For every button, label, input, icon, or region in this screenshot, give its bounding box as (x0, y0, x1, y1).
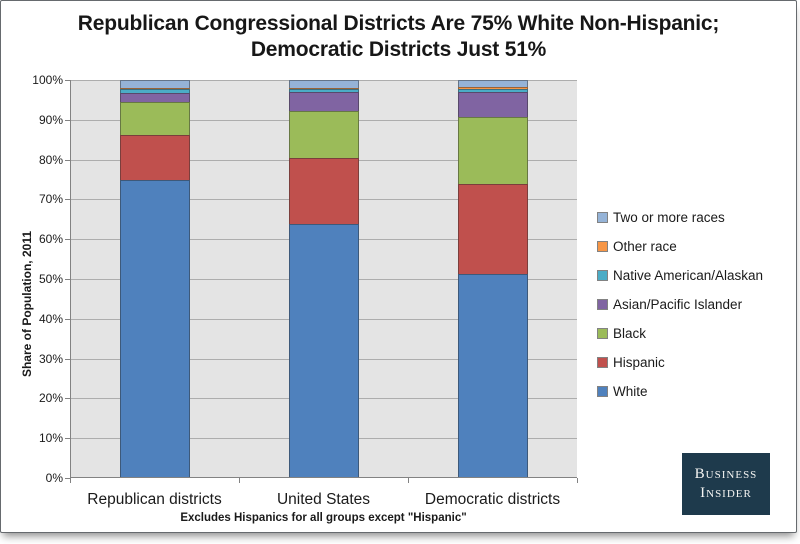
legend-swatch-icon (597, 241, 608, 252)
x-category-label-2: United States (276, 491, 371, 508)
bar-segment-other-race (119, 87, 190, 89)
y-tick-label-80%: 80% (38, 152, 63, 167)
bar-segment-hispanic (119, 134, 190, 180)
logo-text-line2: Insider (700, 485, 752, 501)
legend-swatch-icon (597, 299, 608, 310)
y-tick-mark (65, 279, 70, 280)
bar-segment-black (457, 117, 528, 185)
y-tick-label-10%: 10% (38, 431, 63, 446)
legend-label: Hispanic (613, 355, 665, 370)
bar-segment-two-or-more-races (288, 80, 359, 88)
legend-swatch-icon (597, 386, 608, 397)
legend-item-white: White (597, 377, 763, 406)
legend: Two or more races Other race Native Americ… (597, 203, 763, 406)
y-axis-line (70, 80, 71, 478)
legend-swatch-icon (597, 270, 608, 281)
bar-segment-asian-pacific-islander (288, 91, 359, 111)
bar-segment-hispanic (288, 158, 359, 225)
legend-label: Other race (613, 239, 677, 254)
bar-segment-white (288, 224, 359, 478)
stacked-bar-united-states (288, 80, 359, 478)
x-axis-tick-mark (70, 478, 71, 483)
legend-label: White (613, 384, 648, 399)
y-tick-mark (65, 80, 70, 81)
chart-title: Republican Congressional Districts Are 7… (0, 11, 797, 63)
business-insider-logo: Business Insider (682, 453, 770, 515)
y-tick-label-0%: 0% (45, 471, 63, 485)
bar-segment-black (288, 110, 359, 159)
bar-segment-two-or-more-races (457, 80, 528, 88)
legend-swatch-icon (597, 212, 608, 223)
x-axis-tick-mark (239, 478, 240, 483)
legend-item-black: Black (597, 319, 763, 348)
x-axis-tick-mark (408, 478, 409, 483)
y-tick-label-20%: 20% (38, 391, 63, 406)
y-tick-mark (65, 478, 70, 479)
y-tick-mark (65, 438, 70, 440)
bar-segment-white (457, 274, 528, 478)
legend-label: Asian/Pacific Islander (613, 297, 743, 312)
footnote: Excludes Hispanics for all groups except… (180, 512, 467, 524)
x-axis-tick-mark (577, 478, 578, 483)
y-tick-mark (65, 358, 70, 360)
plot-area (70, 80, 577, 478)
y-tick-mark (65, 239, 70, 241)
y-tick-label-100%: 100% (32, 73, 63, 87)
y-tick-label-50%: 50% (38, 272, 63, 286)
y-tick-mark (65, 199, 70, 201)
legend-item-hispanic: Hispanic (597, 348, 763, 377)
bar-segment-native-american-alaskan (119, 88, 190, 94)
legend-swatch-icon (597, 328, 608, 339)
x-category-label-3: Democratic districts (424, 491, 561, 508)
bar-segment-asian-pacific-islander (119, 93, 190, 102)
bar-segment-white (119, 179, 190, 478)
legend-label: Black (613, 326, 647, 341)
logo-text-line1: Business (694, 466, 758, 482)
gridline-0% (70, 477, 577, 478)
y-tick-mark (65, 318, 70, 320)
legend-item-other-race: Other race (597, 232, 763, 261)
legend-item-asian-pacific-islander: Asian/Pacific Islander (597, 290, 763, 319)
chart-title-line1: Republican Congressional Districts Are 7… (77, 12, 720, 35)
bar-segment-hispanic (457, 184, 528, 275)
y-tick-mark (65, 398, 70, 400)
bar-segment-native-american-alaskan (288, 88, 359, 92)
y-tick-label-90%: 90% (38, 112, 63, 127)
bar-segment-asian-pacific-islander (457, 91, 528, 118)
legend-label: Two or more races (613, 210, 725, 225)
legend-swatch-icon (597, 357, 608, 368)
bar-segment-two-or-more-races (119, 80, 190, 88)
y-tick-label-70%: 70% (38, 192, 63, 207)
bar-segment-native-american-alaskan (457, 88, 528, 92)
bar-segment-black (119, 101, 190, 135)
stacked-bar-republican-districts (119, 80, 190, 478)
y-tick-label-30%: 30% (38, 351, 63, 366)
legend-item-native-american-alaskan: Native American/Alaskan (597, 261, 763, 290)
legend-label: Native American/Alaskan (613, 268, 764, 283)
bar-segment-other-race (288, 87, 359, 89)
chart-title-line2: Democratic Districts Just 51% (250, 38, 547, 61)
y-tick-mark (65, 119, 70, 121)
stacked-bar-democratic-districts (457, 80, 528, 478)
y-tick-label-60%: 60% (38, 232, 63, 247)
y-tick-label-40%: 40% (38, 311, 63, 326)
y-axis-title: Share of Population, 2011 (20, 230, 34, 378)
bar-segment-other-race (457, 87, 528, 89)
legend-item-two-or-more-races: Two or more races (597, 203, 763, 232)
x-category-label-1: Republican districts (87, 491, 222, 508)
y-tick-mark (65, 159, 70, 161)
